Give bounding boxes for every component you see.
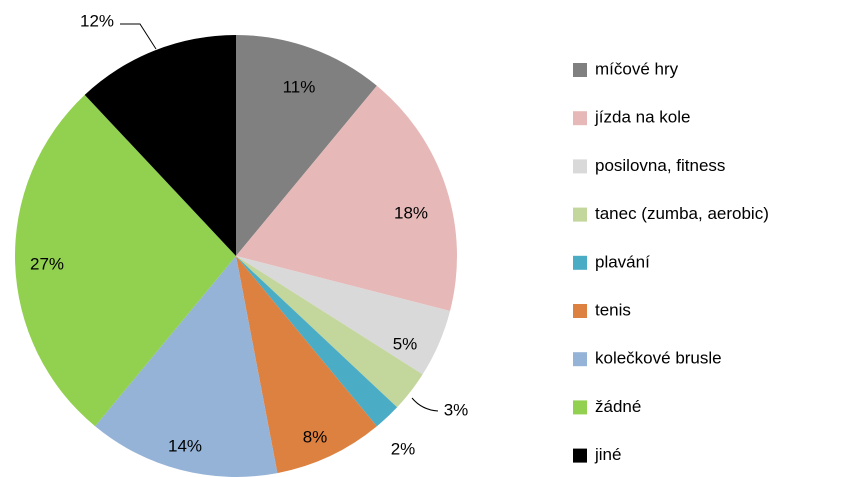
legend-label: kolečkové brusle xyxy=(595,349,722,368)
legend-label: tanec (zumba, aerobic) xyxy=(595,204,769,223)
pie-slice xyxy=(14,94,237,427)
legend-label: tenis xyxy=(595,300,631,319)
legend-swatch xyxy=(573,304,587,318)
pie-slice xyxy=(95,256,278,477)
pie-slice xyxy=(236,256,377,474)
legend-swatch xyxy=(573,63,587,77)
data-label: 5% xyxy=(393,334,418,353)
data-label: 27% xyxy=(30,254,64,273)
legend-label: jízda na kole xyxy=(594,108,690,127)
leader-line xyxy=(411,397,439,412)
pie-slice xyxy=(236,256,451,375)
pie-slice xyxy=(84,35,236,256)
legend-label: plavání xyxy=(595,252,650,271)
legend-label: žádné xyxy=(595,397,641,416)
legend-swatch xyxy=(573,400,587,415)
pie-slice xyxy=(236,256,423,408)
legend-swatch xyxy=(573,448,587,463)
pie-slice xyxy=(236,256,398,427)
data-label: 18% xyxy=(394,203,428,222)
data-label: 12% xyxy=(80,11,114,30)
legend-swatch xyxy=(573,111,587,126)
legend-swatch xyxy=(573,207,587,222)
leader-line xyxy=(120,23,157,50)
legend-swatch xyxy=(573,255,587,270)
legend-label: posilovna, fitness xyxy=(595,156,725,175)
pie-slice xyxy=(236,35,377,256)
legend-label: míčové hry xyxy=(595,59,679,78)
data-label: 3% xyxy=(444,400,469,419)
legend-label: jiné xyxy=(594,445,621,464)
data-label: 14% xyxy=(168,436,202,455)
data-label: 2% xyxy=(391,439,416,458)
pie-slice xyxy=(236,85,457,311)
data-label: 8% xyxy=(303,427,328,446)
legend-swatch xyxy=(573,352,587,367)
data-label: 11% xyxy=(283,77,316,96)
legend-swatch xyxy=(573,159,587,174)
